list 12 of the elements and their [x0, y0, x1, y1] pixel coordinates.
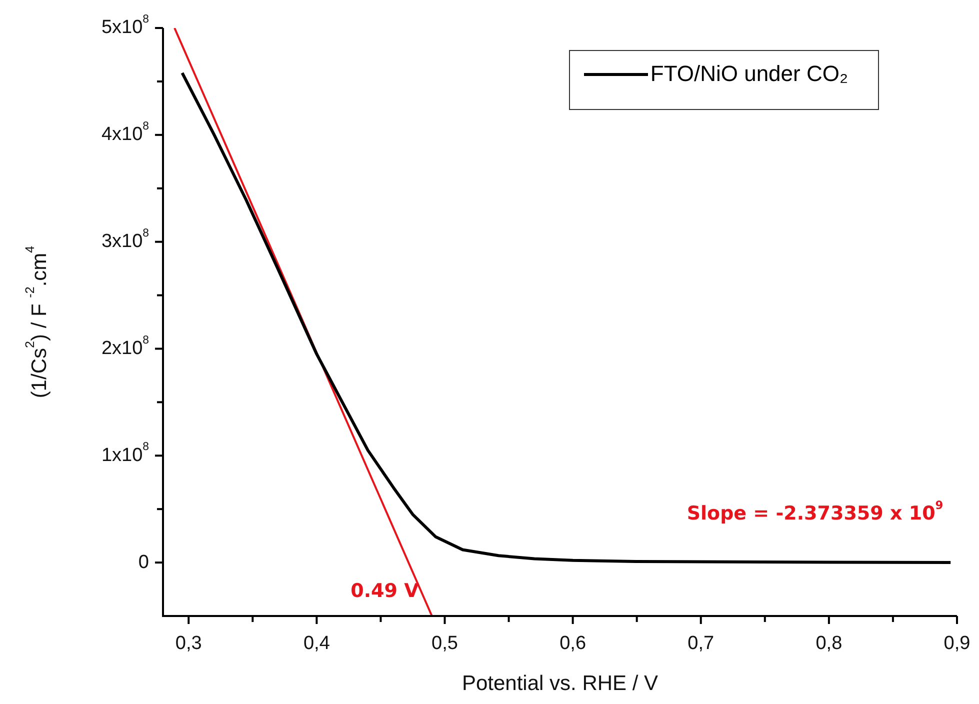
- legend-label: FTO/NiO under CO₂: [650, 61, 848, 87]
- x-tick-label: 0,6: [560, 633, 586, 654]
- x-tick-label: 0,9: [944, 633, 970, 654]
- x-axis-title: Potential vs. RHE / V: [462, 672, 658, 695]
- x-tick-label: 0,4: [303, 633, 330, 654]
- y-axis-title: (1/Cs2) / F -2.cm4: [23, 246, 51, 398]
- annotation: 0.49 V: [350, 580, 420, 602]
- x-tick-label: 0,3: [175, 633, 202, 654]
- x-tick-label: 0,5: [432, 633, 458, 654]
- y-tick-label: 0: [138, 552, 150, 573]
- x-tick-label: 0,8: [816, 633, 842, 654]
- x-tick-label: 0,7: [688, 633, 714, 654]
